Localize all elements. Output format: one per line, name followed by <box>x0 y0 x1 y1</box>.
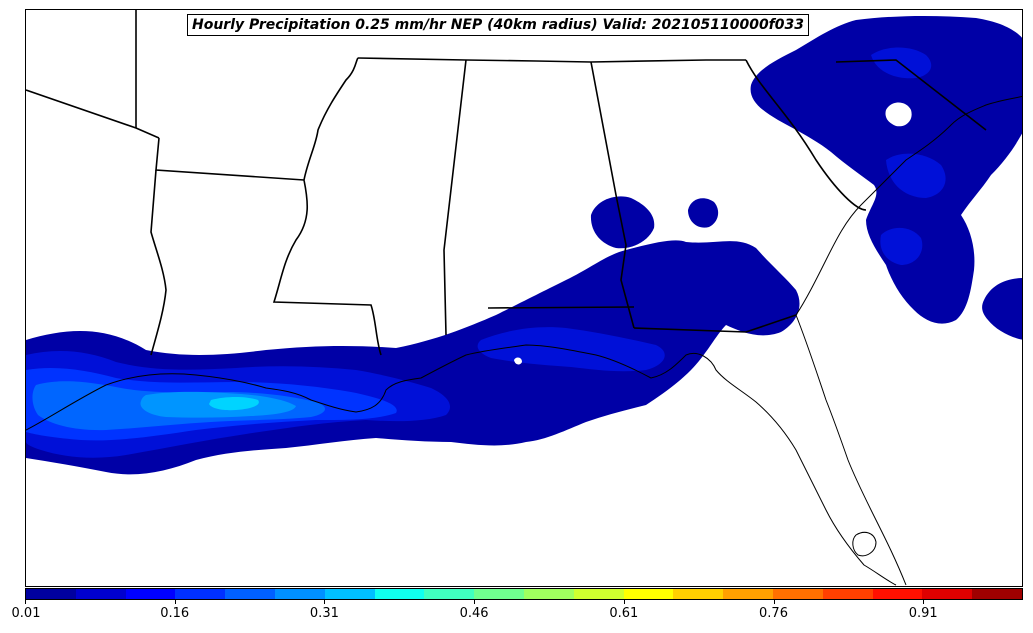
colorbar-segment <box>573 589 624 599</box>
precip-hole-2 <box>514 357 522 365</box>
colorbar-segment <box>26 589 76 599</box>
colorbar-tick <box>174 600 176 604</box>
border-ga-fl <box>633 314 797 333</box>
colorbar-segment <box>623 589 674 599</box>
border-al-fl <box>487 306 635 309</box>
precip-level1-carolinas <box>750 15 1022 324</box>
precip-level2-ne <box>871 47 932 79</box>
coast-gulf <box>26 344 897 586</box>
coastline <box>26 95 1022 586</box>
colorbar-segment <box>723 589 773 599</box>
colorbar-segment <box>822 589 873 599</box>
colorbar-tick <box>923 600 925 604</box>
precip-level2-e <box>880 227 923 265</box>
colorbar-tick-label: 0.46 <box>459 606 489 621</box>
border-tn <box>357 57 746 63</box>
colorbar-tick-label: 0.31 <box>309 606 339 621</box>
border-ms-river <box>272 57 382 356</box>
border-tx-la <box>150 169 167 356</box>
colorbar-segment <box>125 589 176 599</box>
colorbar-segment <box>175 589 226 599</box>
precip-level1-blob-ga2 <box>688 198 719 228</box>
border-ms-al <box>443 59 467 336</box>
map-panel <box>25 9 1023 587</box>
colorbar-segment <box>523 589 574 599</box>
border-ga-sc <box>745 59 867 211</box>
colorbar-tick-label: 0.76 <box>759 606 788 621</box>
colorbar <box>25 588 1023 600</box>
border-nc-sc <box>835 59 987 131</box>
colorbar-tick-label: 0.16 <box>160 606 190 621</box>
precip-level1-east-blob <box>982 278 1022 340</box>
colorbar-segment <box>225 589 275 599</box>
colorbar-segment <box>772 589 823 599</box>
colorbar-tick-label: 0.61 <box>609 606 639 621</box>
colorbar-tick <box>25 600 26 604</box>
colorbar-tick-label: 0.01 <box>11 606 41 621</box>
precip-hole-1 <box>885 102 912 127</box>
precipitation-map <box>26 10 1022 586</box>
colorbar-tick <box>623 600 625 604</box>
colorbar-segment <box>374 589 425 599</box>
map-title: Hourly Precipitation 0.25 mm/hr NEP (40k… <box>187 14 810 36</box>
colorbar-tick <box>324 600 326 604</box>
state-borders <box>26 10 987 356</box>
colorbar-tick-label: 0.91 <box>908 606 938 621</box>
precip-contours <box>26 15 1022 475</box>
colorbar-ticks: 0.01 0.16 0.31 0.46 0.61 0.76 0.91 <box>12 600 1023 622</box>
lake-okeechobee <box>852 531 877 557</box>
colorbar-segment <box>424 589 475 599</box>
precip-level6-core <box>209 397 259 411</box>
colorbar-segment <box>872 589 923 599</box>
border-ar-east <box>155 137 305 181</box>
colorbar-tick <box>474 600 476 604</box>
precip-level2-mid <box>477 327 665 372</box>
colorbar-segment <box>474 589 524 599</box>
precip-level1-blob-ga <box>590 196 655 249</box>
colorbar-segment <box>972 589 1022 599</box>
colorbar-tick <box>773 600 775 604</box>
coast-florida-east <box>795 314 907 586</box>
border-ar-la <box>26 89 160 139</box>
colorbar-segment <box>324 589 375 599</box>
colorbar-segment <box>673 589 724 599</box>
border-al-ga <box>590 61 635 329</box>
coast-atlantic <box>795 95 1022 316</box>
colorbar-segment <box>274 589 325 599</box>
colorbar-segment <box>75 589 126 599</box>
colorbar-segment <box>922 589 973 599</box>
